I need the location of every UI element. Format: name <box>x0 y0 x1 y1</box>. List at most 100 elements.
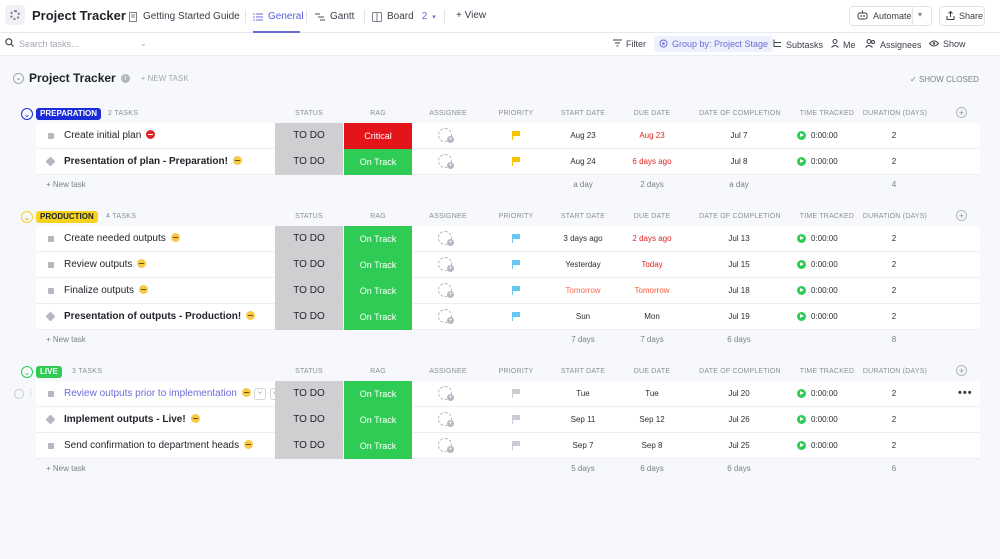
status-cell[interactable]: TO DO <box>275 226 343 252</box>
column-header-time-tracked[interactable]: TIME TRACKED <box>799 110 855 117</box>
task-row[interactable]: Presentation of outputs - Production! TO … <box>36 304 980 330</box>
duration-cell[interactable]: 2 <box>891 234 897 243</box>
add-column-icon[interactable]: + <box>956 107 967 118</box>
info-icon[interactable]: i <box>120 73 130 83</box>
due-date-cell[interactable]: Aug 23 <box>639 131 665 140</box>
duration-cell[interactable]: 2 <box>891 312 897 321</box>
group-collapse-icon[interactable]: ⌄ <box>21 108 33 120</box>
rag-cell[interactable]: On Track <box>344 381 412 407</box>
in-progress-icon[interactable] <box>241 388 251 397</box>
group-status-pill[interactable]: LIVE <box>36 366 62 378</box>
task-name[interactable]: Create initial plan <box>64 130 156 141</box>
task-status-icon[interactable] <box>48 262 54 268</box>
chevron-down-icon[interactable]: ▾ <box>432 13 436 21</box>
play-timer-icon[interactable] <box>797 312 806 321</box>
in-progress-icon[interactable] <box>244 440 254 449</box>
due-date-cell[interactable]: Tue <box>645 389 659 398</box>
rag-cell[interactable]: On Track <box>344 407 412 433</box>
rag-cell[interactable]: On Track <box>344 433 412 459</box>
add-assignee-icon[interactable] <box>438 438 454 453</box>
time-tracked-cell[interactable]: 0:00:00 <box>797 131 838 140</box>
priority-flag-icon[interactable] <box>512 286 520 295</box>
share-button[interactable]: Share <box>939 6 985 26</box>
me-filter-button[interactable]: Me <box>831 39 856 50</box>
time-tracked-cell[interactable]: 0:00:00 <box>797 157 838 166</box>
column-header-time-tracked[interactable]: TIME TRACKED <box>799 368 855 375</box>
add-task-button[interactable]: + New task <box>46 335 86 344</box>
task-name[interactable]: Send confirmation to department heads <box>64 440 254 451</box>
column-header-rag[interactable]: RAG <box>370 213 386 220</box>
add-assignee-icon[interactable] <box>438 154 454 169</box>
column-header-completion[interactable]: DATE OF COMPLETION <box>699 368 781 375</box>
play-timer-icon[interactable] <box>797 131 806 140</box>
column-header-duration[interactable]: DURATION (DAYS) <box>862 110 928 117</box>
start-date-cell[interactable]: 3 days ago <box>563 234 603 243</box>
column-header-due-date[interactable]: DUE DATE <box>633 213 671 220</box>
task-name[interactable]: Review outputs prior to implementation <box>64 388 251 399</box>
start-date-cell[interactable]: Tomorrow <box>565 286 601 295</box>
play-timer-icon[interactable] <box>797 157 806 166</box>
milestone-icon[interactable] <box>45 414 56 425</box>
task-name[interactable]: Presentation of outputs - Production! <box>64 311 256 322</box>
start-date-cell[interactable]: Aug 23 <box>570 131 596 140</box>
column-header-duration[interactable]: DURATION (DAYS) <box>862 213 928 220</box>
status-cell[interactable]: TO DO <box>275 149 343 175</box>
tab-board[interactable]: Board 2 ▾ <box>372 0 436 33</box>
priority-flag-icon[interactable] <box>512 415 520 424</box>
task-row[interactable]: Send confirmation to department heads TO … <box>36 433 980 459</box>
app-spinner-icon[interactable] <box>5 5 25 25</box>
due-date-cell[interactable]: Today <box>641 260 663 269</box>
due-date-cell[interactable]: Tomorrow <box>634 286 670 295</box>
completion-date-cell[interactable]: Jul 13 <box>728 234 750 243</box>
rag-cell[interactable]: On Track <box>344 304 412 330</box>
status-cell[interactable]: TO DO <box>275 304 343 330</box>
priority-flag-icon[interactable] <box>512 260 520 269</box>
task-status-icon[interactable] <box>48 133 54 139</box>
column-header-priority[interactable]: PRIORITY <box>498 110 534 117</box>
show-closed-button[interactable]: ✓ SHOW CLOSED <box>910 75 979 84</box>
add-assignee-icon[interactable] <box>438 128 454 143</box>
status-cell[interactable]: TO DO <box>275 433 343 459</box>
add-assignee-icon[interactable] <box>438 257 454 272</box>
time-tracked-cell[interactable]: 0:00:00 <box>797 415 838 424</box>
duration-cell[interactable]: 2 <box>891 157 897 166</box>
play-timer-icon[interactable] <box>797 441 806 450</box>
completion-date-cell[interactable]: Jul 19 <box>728 312 750 321</box>
filter-button[interactable]: Filter <box>613 39 646 49</box>
column-header-priority[interactable]: PRIORITY <box>498 213 534 220</box>
start-date-cell[interactable]: Sep 7 <box>572 441 594 450</box>
time-tracked-cell[interactable]: 0:00:00 <box>797 441 838 450</box>
add-task-button[interactable]: + New task <box>46 180 86 189</box>
priority-flag-icon[interactable] <box>512 389 520 398</box>
add-assignee-icon[interactable] <box>438 309 454 324</box>
duration-cell[interactable]: 2 <box>891 131 897 140</box>
automate-button[interactable]: Automate ▾ <box>849 6 932 26</box>
rag-cell[interactable]: On Track <box>344 278 412 304</box>
duration-cell[interactable]: 2 <box>891 415 897 424</box>
time-tracked-cell[interactable]: 0:00:00 <box>797 286 838 295</box>
blocked-icon[interactable] <box>146 130 156 139</box>
column-header-priority[interactable]: PRIORITY <box>498 368 534 375</box>
assignees-button[interactable]: Assignees <box>865 39 922 50</box>
play-timer-icon[interactable] <box>797 260 806 269</box>
status-cell[interactable]: TO DO <box>275 381 343 407</box>
time-tracked-cell[interactable]: 0:00:00 <box>797 260 838 269</box>
task-name[interactable]: Finalize outputs <box>64 285 149 296</box>
in-progress-icon[interactable] <box>139 285 149 294</box>
play-timer-icon[interactable] <box>797 389 806 398</box>
column-header-completion[interactable]: DATE OF COMPLETION <box>699 110 781 117</box>
start-date-cell[interactable]: Tue <box>576 389 590 398</box>
new-task-button[interactable]: + NEW TASK <box>140 73 189 83</box>
status-cell[interactable]: TO DO <box>275 123 343 149</box>
column-header-due-date[interactable]: DUE DATE <box>633 368 671 375</box>
column-header-rag[interactable]: RAG <box>370 368 386 375</box>
tab-general[interactable]: General <box>253 0 304 33</box>
priority-flag-icon[interactable] <box>512 157 520 166</box>
column-header-status[interactable]: STATUS <box>295 110 323 117</box>
in-progress-icon[interactable] <box>190 414 200 423</box>
task-row[interactable]: Presentation of plan - Preparation! TO DO… <box>36 149 980 175</box>
due-date-cell[interactable]: Sep 8 <box>641 441 663 450</box>
in-progress-icon[interactable] <box>232 156 242 165</box>
